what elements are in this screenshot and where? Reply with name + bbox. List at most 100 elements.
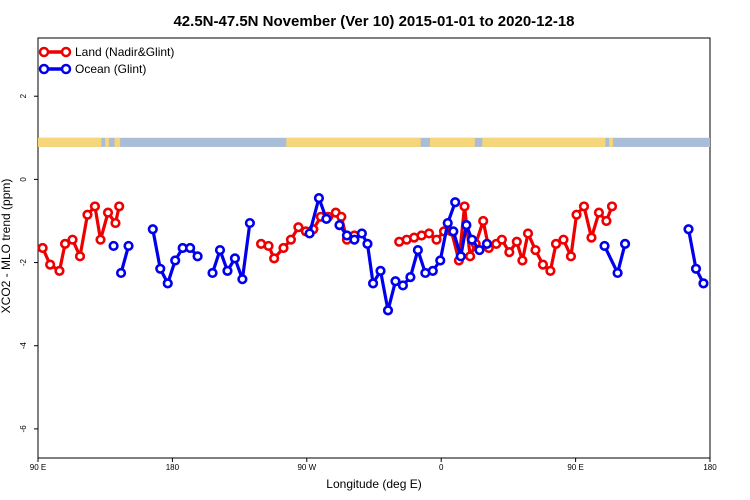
- legend-ocean-marker-right: [60, 63, 72, 75]
- legend-ocean-marker-left: [38, 63, 50, 75]
- data-point: [442, 217, 453, 229]
- data-point: [162, 278, 173, 289]
- data-point: [321, 213, 332, 224]
- legend-ocean-label: Ocean (Glint): [75, 62, 146, 76]
- data-point: [405, 272, 416, 283]
- band-land-segment: [105, 137, 109, 147]
- data-point: [349, 234, 360, 245]
- band-land-segment: [286, 137, 421, 147]
- data-point: [313, 192, 325, 204]
- data-point: [390, 276, 401, 287]
- data-point: [37, 242, 48, 254]
- data-point: [530, 244, 541, 256]
- data-point: [278, 242, 289, 254]
- x-tick-label: 90 W: [297, 463, 316, 472]
- data-point: [304, 228, 315, 239]
- data-point: [155, 263, 166, 274]
- data-point: [465, 251, 476, 262]
- data-point: [382, 305, 394, 316]
- data-point: [459, 201, 470, 212]
- data-point: [375, 265, 386, 276]
- data-point: [619, 238, 631, 249]
- data-point: [496, 234, 507, 245]
- data-point: [599, 240, 610, 252]
- legend-entry-ocean: Ocean (Glint): [38, 62, 146, 76]
- data-point: [95, 234, 106, 245]
- y-axis: 2 0 -2 -4 -6: [19, 93, 38, 432]
- legend-land-label: Land (Nadir&Glint): [75, 45, 174, 59]
- data-point: [431, 234, 442, 245]
- data-point: [336, 211, 347, 222]
- data-point: [114, 201, 125, 212]
- plot-frame: [37, 37, 711, 459]
- legend-entry-land: Land (Nadir&Glint): [38, 45, 174, 59]
- data-point: [550, 238, 562, 249]
- data-point: [601, 215, 612, 227]
- data-point: [481, 238, 493, 249]
- legend: Land (Nadir&Glint) Ocean (Glint): [38, 45, 174, 76]
- data-point: [74, 251, 86, 262]
- x-tick-label: 180: [703, 463, 717, 472]
- band-land-segment: [482, 137, 606, 147]
- x-tick-label: 0: [439, 463, 444, 472]
- data-point: [59, 238, 71, 249]
- data-point: [45, 259, 56, 270]
- data-point: [89, 201, 101, 212]
- y-axis-label: XCO2 - MLO trend (ppm): [0, 179, 13, 314]
- land-ocean-band: [38, 137, 710, 147]
- band-land-segment: [609, 137, 613, 147]
- data-point: [571, 209, 582, 220]
- data-point: [565, 251, 577, 262]
- y-tick-label: 2: [19, 93, 28, 98]
- data-point: [423, 228, 435, 239]
- data-point: [367, 278, 379, 289]
- data-point: [698, 278, 709, 289]
- data-point: [450, 197, 461, 208]
- band-land-segment: [430, 137, 475, 147]
- data-point: [593, 207, 605, 218]
- data-point: [269, 253, 280, 264]
- data-point: [237, 274, 248, 285]
- series-land: [37, 201, 618, 276]
- data-point: [455, 251, 466, 262]
- data-point: [478, 215, 489, 227]
- data-point: [222, 265, 233, 276]
- chart-title: 42.5N-47.5N November (Ver 10) 2015-01-01…: [173, 13, 574, 30]
- data-point: [606, 201, 618, 212]
- y-tick-label: 0: [19, 177, 28, 182]
- data-point: [185, 242, 196, 254]
- series-line: [686, 228, 705, 285]
- band-land-segment: [114, 137, 121, 147]
- y-tick-label: -6: [19, 425, 28, 433]
- data-point: [427, 265, 438, 276]
- data-point: [397, 280, 409, 291]
- legend-land-marker-right: [60, 46, 72, 58]
- x-tick-label: 90 E: [30, 463, 46, 472]
- data-point: [466, 234, 478, 245]
- data-point: [545, 265, 556, 276]
- data-point: [110, 217, 121, 229]
- data-point: [82, 209, 93, 220]
- data-point: [170, 255, 181, 266]
- band-land-segment: [38, 137, 102, 147]
- legend-land-marker-left: [38, 46, 50, 58]
- data-point: [461, 220, 472, 231]
- data-point: [54, 265, 65, 276]
- x-axis: 90 E 180 90 W 0 90 E 180: [30, 458, 717, 472]
- data-point: [586, 232, 597, 243]
- data-point: [435, 255, 446, 266]
- data-point: [474, 244, 485, 256]
- data-point: [67, 234, 78, 245]
- data-point: [244, 217, 255, 229]
- data-point: [285, 234, 297, 245]
- data-point: [578, 201, 590, 212]
- data-point: [612, 267, 623, 279]
- data-point: [115, 267, 127, 279]
- data-point: [341, 230, 353, 241]
- data-point: [537, 259, 549, 270]
- data-point: [362, 238, 373, 249]
- data-point: [448, 226, 459, 237]
- data-point: [123, 240, 134, 252]
- data-point: [293, 222, 304, 233]
